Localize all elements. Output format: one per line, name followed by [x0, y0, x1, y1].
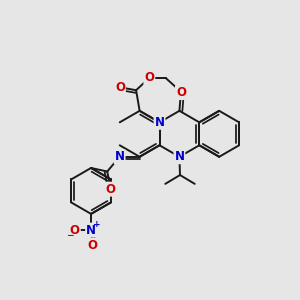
Text: +: +	[92, 220, 100, 229]
Text: O: O	[115, 81, 125, 94]
Text: O: O	[70, 224, 80, 237]
Text: N: N	[115, 150, 124, 163]
Text: −: −	[66, 231, 73, 240]
Text: N: N	[86, 224, 96, 237]
Text: O: O	[176, 86, 186, 99]
Text: N: N	[154, 116, 164, 129]
Text: O: O	[106, 183, 116, 196]
Text: O: O	[88, 239, 98, 252]
Text: N: N	[174, 150, 184, 163]
Text: O: O	[144, 71, 154, 84]
